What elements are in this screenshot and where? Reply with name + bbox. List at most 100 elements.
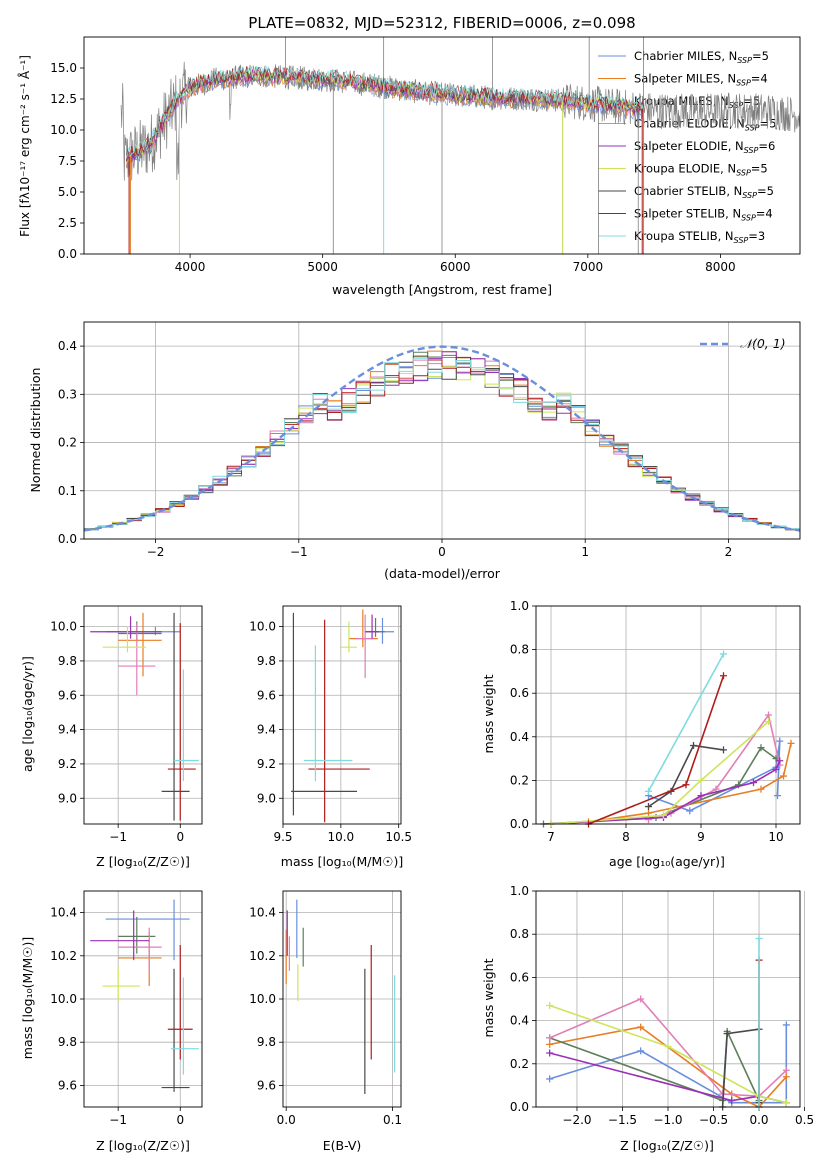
y-tick-label: 0.2: [58, 436, 77, 450]
y-tick-label: 10.0: [249, 992, 276, 1006]
ageZ-ylabel: age [log₁₀(age/yr)]: [20, 656, 35, 772]
x-tick-label: 4000: [175, 260, 206, 274]
y-tick-label: 10.2: [249, 949, 276, 963]
y-tick-label: 7.5: [58, 154, 77, 168]
x-tick-label: −1: [109, 830, 127, 844]
massE-xlabel: E(B-V): [323, 1138, 362, 1153]
legend-subscript: SSP: [741, 214, 756, 223]
x-tick-label: 10: [768, 830, 783, 844]
wAge-ylabel: mass weight: [481, 674, 496, 753]
legend-subscript: SSP: [736, 79, 751, 88]
x-tick-label: 5000: [307, 260, 338, 274]
axes-frame: [83, 321, 801, 540]
y-tick-label: 10.2: [50, 949, 77, 963]
x-tick-label: −1.0: [653, 1113, 682, 1127]
x-tick-label: −1: [109, 1113, 127, 1127]
y-tick-label: 9.0: [58, 791, 77, 805]
histograms: [84, 345, 800, 533]
legend-subscript: SSP: [744, 146, 759, 155]
axes-frame: [535, 605, 801, 825]
weight-marker: [720, 650, 727, 658]
legend-entry: Salpeter MILES, NSSP=4: [634, 72, 768, 88]
y-tick-label: 0.8: [510, 927, 529, 941]
weight-marker: [728, 1097, 736, 1105]
y-tick-label: 9.8: [257, 1035, 276, 1049]
spectrum-xlabel: wavelength [Angstrom, rest frame]: [332, 282, 552, 297]
model-spectrum: [126, 71, 644, 165]
wZ-ylabel: mass weight: [481, 958, 496, 1037]
x-tick-label: 7: [547, 830, 555, 844]
y-tick-label: 0.2: [510, 1057, 529, 1071]
model-spectrum: [126, 64, 644, 158]
weight-marker: [645, 803, 652, 811]
legend-entry: Salpeter ELODIE, NSSP=6: [634, 139, 775, 155]
x-tick-label: −1: [290, 545, 308, 559]
y-tick-label: 0.4: [510, 730, 529, 744]
axes-frame: [83, 605, 203, 825]
ageZ-xlabel: Z [log₁₀(Z/Z☉)]: [96, 854, 190, 869]
weight-series: [648, 744, 724, 808]
spectrum-panel: PLATE=0832, MJD=52312, FIBERID=0006, z=0…: [17, 14, 801, 297]
weight-marker: [664, 1043, 672, 1051]
legend-subscript: SSP: [745, 124, 760, 133]
residual-histogram: [84, 357, 800, 532]
mass-vs-EBV-panel: E(B-V) 0.0 0.1 9.6 9.8 10.0 10.2 10.4: [249, 890, 402, 1153]
x-tick-label: 0: [176, 830, 184, 844]
x-tick-label: −1.5: [608, 1113, 637, 1127]
weight-marker: [546, 1049, 554, 1057]
y-tick-label: 9.8: [257, 654, 276, 668]
weight-marker: [697, 792, 705, 800]
weight-marker: [765, 711, 772, 719]
spectrum-title: PLATE=0832, MJD=52312, FIBERID=0006, z=0…: [248, 14, 635, 32]
weight-marker: [697, 776, 705, 784]
normal-legend-label: 𝒩(0, 1): [740, 336, 786, 351]
x-tick-label: 10.5: [385, 830, 412, 844]
x-tick-label: 0: [438, 545, 446, 559]
y-tick-label: 0.2: [510, 773, 529, 787]
y-tick-label: 5.0: [58, 185, 77, 199]
weight-series: [648, 741, 781, 812]
x-tick-label: 0.0: [749, 1113, 768, 1127]
y-tick-label: 12.5: [50, 92, 77, 106]
x-tick-label: −2.0: [562, 1113, 591, 1127]
y-tick-label: 0.4: [58, 339, 77, 353]
spectrum-legend: Chabrier MILES, NSSP=5 Salpeter MILES, NS…: [598, 49, 776, 245]
legend-value: =4: [751, 72, 768, 86]
massZ-ylabel: mass [log₁₀(M/M☉)]: [20, 937, 35, 1059]
y-tick-label: 9.6: [58, 688, 77, 702]
x-tick-label: 8000: [705, 260, 736, 274]
y-tick-label: 1.0: [510, 884, 529, 898]
weight-marker: [645, 816, 652, 824]
weight-marker: [757, 744, 765, 752]
weight-marker: [720, 672, 727, 680]
x-tick-label: 7000: [573, 260, 604, 274]
y-tick-label: 9.8: [58, 1035, 77, 1049]
residuals-xlabel: (data-model)/error: [384, 566, 501, 581]
axes-frame: [282, 890, 402, 1108]
y-tick-label: 0.0: [510, 817, 529, 831]
weight-marker: [782, 1099, 790, 1107]
x-tick-label: −2: [147, 545, 165, 559]
legend-value: =4: [756, 207, 773, 221]
legend-entry: Chabrier STELIB, NSSP=5: [634, 184, 774, 200]
x-tick-label: 9.5: [273, 830, 292, 844]
age-vs-mass-panel: mass [log₁₀(M/M☉)] 9.5 10.0 10.5 9.0 9.2 9.4 9…: [249, 605, 412, 869]
legend-subscript: SSP: [742, 191, 757, 200]
weight-marker: [546, 1040, 554, 1048]
weight-marker: [750, 779, 757, 787]
wZ-xlabel: Z [log₁₀(Z/Z☉)]: [620, 1138, 714, 1153]
weight-marker: [720, 746, 727, 754]
legend-value: =5: [757, 184, 774, 198]
y-tick-label: 9.2: [58, 757, 77, 771]
weight-marker: [776, 737, 784, 745]
x-tick-label: 6000: [440, 260, 471, 274]
mass-vs-Z-panel: Z [log₁₀(Z/Z☉)] mass [log₁₀(M/M☉)] −1 0 9.…: [20, 890, 203, 1153]
weight-series: [647, 653, 725, 792]
normal-curve: [84, 345, 800, 532]
y-tick-label: 2.5: [58, 216, 77, 230]
spectrum-lines: [120, 37, 800, 254]
legend-entry: Chabrier MILES, NSSP=5: [634, 49, 769, 65]
axes-frame: [282, 605, 402, 825]
weight-marker: [546, 1075, 554, 1083]
